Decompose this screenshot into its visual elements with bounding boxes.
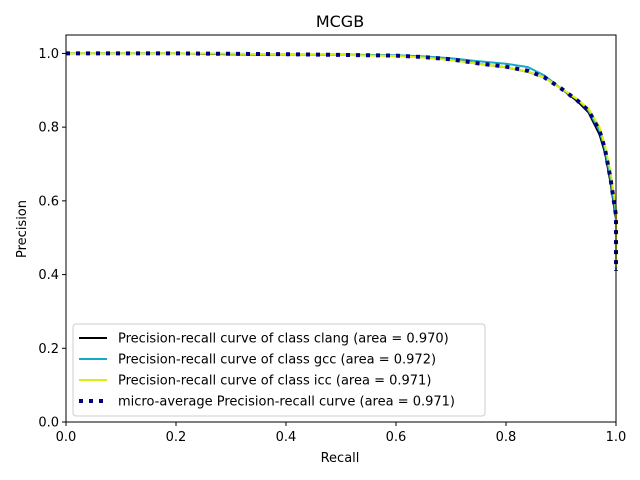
x-tick-label: 0.6 <box>386 430 407 445</box>
x-tick-label: 0.4 <box>276 430 297 445</box>
x-tick-label: 0.0 <box>56 430 77 445</box>
y-tick-label: 1.0 <box>38 47 59 62</box>
legend: Precision-recall curve of class clang (a… <box>72 323 486 417</box>
legend-box <box>72 323 486 417</box>
x-axis: 0.0 0.2 0.4 0.6 0.8 1.0 <box>56 422 627 445</box>
x-axis-title: Recall <box>321 451 360 466</box>
y-axis-title: Precision <box>15 200 30 258</box>
legend-label-3: micro-average Precision-recall curve (ar… <box>118 395 455 410</box>
y-tick-label: 0.6 <box>38 194 59 209</box>
plot-frame <box>65 34 617 423</box>
legend-label-1: Precision-recall curve of class gcc (are… <box>118 353 436 368</box>
series-layer <box>66 51 618 271</box>
y-tick-label: 0.0 <box>38 416 59 431</box>
chart-title: MCGB <box>316 12 364 31</box>
series-line-3 <box>66 51 618 271</box>
legend-label-2: Precision-recall curve of class icc (are… <box>118 374 431 389</box>
y-axis: 0.0 0.2 0.4 0.6 0.8 1.0 <box>38 47 66 431</box>
x-tick-label: 0.8 <box>496 430 517 445</box>
x-tick-label: 1.0 <box>606 430 627 445</box>
y-tick-label: 0.2 <box>38 342 59 357</box>
legend-label-0: Precision-recall curve of class clang (a… <box>118 332 449 347</box>
x-tick-label: 0.2 <box>166 430 187 445</box>
y-tick-label: 0.8 <box>38 121 59 136</box>
y-tick-label: 0.4 <box>38 268 59 283</box>
